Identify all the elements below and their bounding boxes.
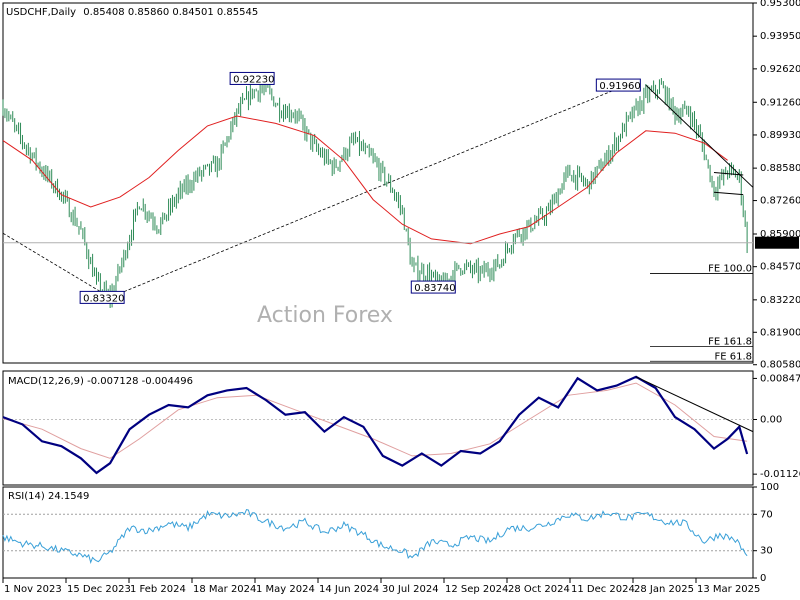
rsi-layer [2, 509, 753, 565]
rsi-panel [2, 486, 754, 579]
rsi-title: RSI(14) 24.1549 [8, 491, 89, 502]
x-tick-label: 1 Feb 2024 [130, 584, 186, 595]
x-tick-label: 15 Dec 2023 [67, 584, 131, 595]
price-label-box [595, 78, 641, 92]
y-tick-label: 0.93950 [760, 31, 800, 42]
channel-line [713, 191, 744, 196]
rsi-tick-label: 100 [760, 482, 779, 493]
rsi-line [2, 509, 748, 565]
y-tick-label: 0.80580 [760, 360, 800, 371]
y-tick-label: 0.92620 [760, 64, 800, 75]
y-tick-label: 0.85900 [760, 229, 800, 240]
y-tick-label: 0.87260 [760, 196, 800, 207]
y-tick-label: 0.83220 [760, 295, 800, 306]
macd-panel [2, 370, 754, 486]
macd-tick-label: 0.008471 [760, 373, 800, 384]
y-tick-label: 0.95300 [760, 0, 800, 9]
price-label-box [229, 71, 275, 85]
price-label-box [79, 290, 125, 304]
x-tick-label: 14 Jun 2024 [319, 584, 379, 595]
channel-line [713, 172, 744, 176]
watermark: Action Forex [257, 303, 393, 328]
x-tick-label: 1 Nov 2023 [4, 584, 62, 595]
x-axis: 1 Nov 2023 15 Dec 2023 1 Feb 2024 18 Mar 20… [2, 578, 760, 595]
fe-level-label: FE 61.8 [714, 351, 752, 362]
y-tick-label: 0.84570 [760, 262, 800, 273]
x-tick-label: 1 May 2024 [256, 584, 315, 595]
rsi-tick-label: 0 [760, 573, 766, 584]
trend-line [645, 84, 754, 188]
rsi-tick-label: 70 [760, 509, 773, 520]
x-tick-label: 11 Dec 2024 [571, 584, 635, 595]
macd-tick-label: -0.011265 [760, 469, 800, 480]
main-panel [2, 2, 754, 364]
fe-level-label: FE 161.8 [708, 337, 752, 348]
price-label: 0.83740 [414, 283, 455, 294]
x-tick-label: 30 Jul 2024 [382, 584, 439, 595]
current-price-label: 0.85545 [758, 239, 799, 250]
main-layer: 0.83320 0.92230 0.83740 0.91960 FE 100.0 FE 1… [2, 71, 754, 362]
y-tick-label: 0.88580 [760, 163, 800, 174]
main-title: USDCHF,Daily 0.85408 0.85860 0.84501 0.8… [6, 7, 258, 18]
macd-title: MACD(12,26,9) -0.007128 -0.004496 [8, 376, 193, 387]
current-price-box [755, 236, 799, 249]
trend-line-dashed [109, 84, 627, 298]
y-tick-label: 0.91260 [760, 97, 800, 108]
y-tick-label: 0.89930 [760, 130, 800, 141]
macd-tick-label: 0.00 [760, 415, 782, 426]
price-label: 0.83320 [83, 293, 124, 304]
macd-signal-line [2, 382, 748, 459]
x-tick-label: 13 Mar 2025 [697, 584, 760, 595]
fe-level-label: FE 100.0 [708, 264, 752, 275]
x-tick-label: 28 Jan 2025 [634, 584, 694, 595]
x-tick-label: 12 Sep 2024 [445, 584, 508, 595]
macd-line [2, 375, 749, 475]
price-label: 0.91960 [599, 81, 640, 92]
macd-trend-line [635, 376, 754, 433]
y-axis: 0.95300 0.93950 0.92620 0.91260 0.89930 0.885… [753, 0, 800, 584]
x-tick-label: 18 Mar 2024 [193, 584, 256, 595]
price-label-box [410, 280, 456, 294]
macd-layer [2, 375, 754, 475]
trend-line-dashed [2, 232, 111, 298]
x-tick-label: 28 Oct 2024 [508, 584, 570, 595]
rsi-tick-label: 30 [760, 546, 773, 557]
price-label: 0.92230 [233, 74, 274, 85]
y-tick-label: 0.81900 [760, 327, 800, 338]
sma-line [2, 115, 728, 245]
